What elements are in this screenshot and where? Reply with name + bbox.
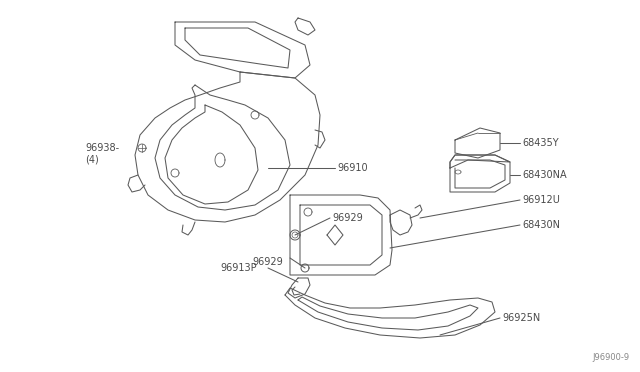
Text: (4): (4) xyxy=(85,155,99,165)
Text: 68435Y: 68435Y xyxy=(522,138,559,148)
Text: 68430NA: 68430NA xyxy=(522,170,566,180)
Text: 96925N: 96925N xyxy=(502,313,540,323)
Text: J96900-9: J96900-9 xyxy=(593,353,630,362)
Text: 96929: 96929 xyxy=(332,213,363,223)
Text: 96913P: 96913P xyxy=(220,263,257,273)
Text: 96910: 96910 xyxy=(337,163,367,173)
Text: 68430N: 68430N xyxy=(522,220,560,230)
Text: 96938-: 96938- xyxy=(85,143,119,153)
Text: 96929: 96929 xyxy=(252,257,283,267)
Text: 96912U: 96912U xyxy=(522,195,560,205)
